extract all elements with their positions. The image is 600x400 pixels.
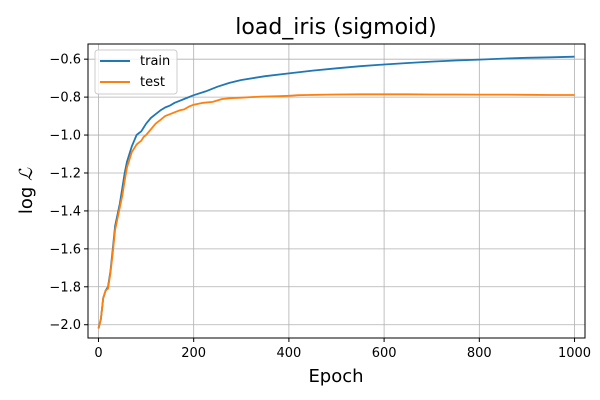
- y-tick-label: −0.8: [49, 91, 81, 106]
- y-tick-label: −1.6: [49, 242, 81, 257]
- x-axis-label: Epoch: [308, 366, 363, 387]
- y-tick-label: −2.0: [49, 318, 81, 333]
- y-tick-label: −1.2: [49, 166, 81, 181]
- x-tick-label: 600: [372, 346, 397, 361]
- x-tick-label: 400: [276, 346, 301, 361]
- y-tick-label: −1.4: [49, 204, 81, 219]
- y-tick-label: −1.8: [49, 280, 81, 295]
- x-tick-label: 800: [467, 346, 492, 361]
- y-axis-label-symbol: ℒ: [16, 167, 37, 181]
- x-tick-label: 200: [181, 346, 206, 361]
- y-tick-label: −1.0: [49, 129, 81, 144]
- y-tick-label: −0.6: [49, 53, 81, 68]
- series-line-test: [97, 93, 575, 329]
- plot-lines: [97, 55, 575, 329]
- plot-frame: [87, 43, 586, 339]
- y-axis-label: log ℒ: [16, 167, 37, 214]
- legend-label-test: test: [140, 75, 165, 90]
- legend: train test: [94, 49, 178, 95]
- x-tick-label: 0: [94, 346, 102, 361]
- x-tick-label: 1000: [558, 346, 591, 361]
- chart-title: load_iris (sigmoid): [235, 15, 436, 40]
- y-axis-label-prefix: log: [16, 187, 37, 214]
- legend-label-train: train: [140, 54, 170, 69]
- ticks: 0 200 400 600 800 1000 −2.0 −1.8 −1.6 −1.4 −1.2 −1.…: [49, 53, 591, 361]
